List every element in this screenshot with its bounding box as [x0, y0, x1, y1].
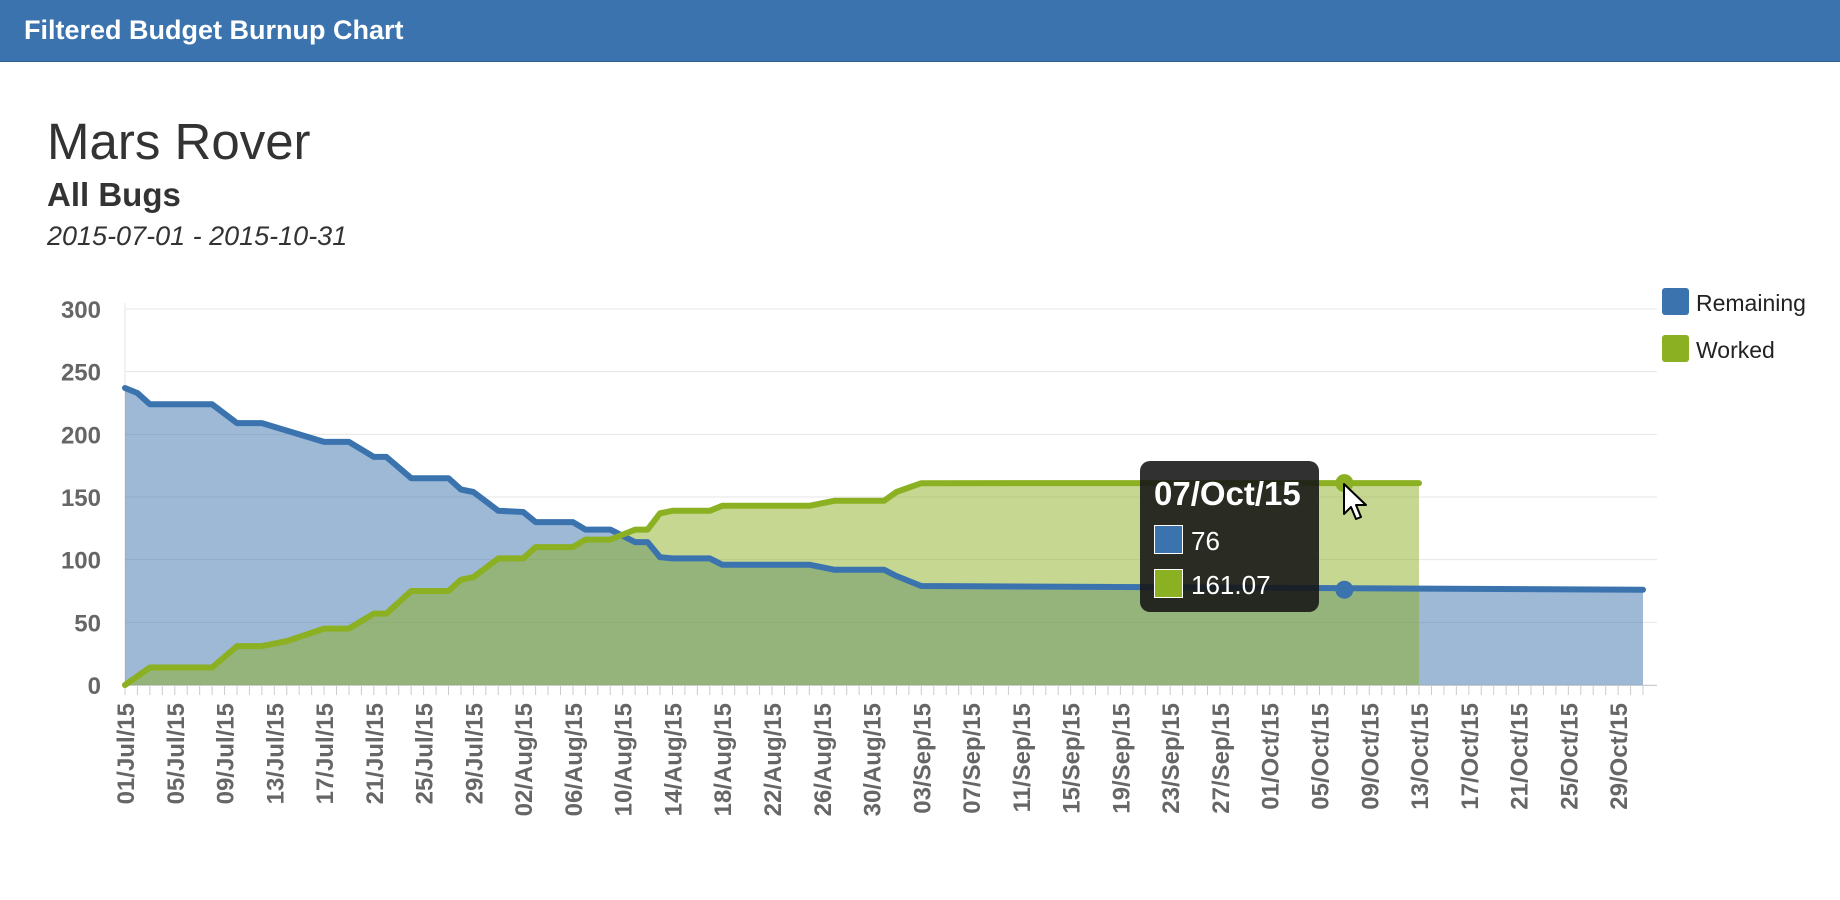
y-tick-label: 200 — [61, 422, 101, 449]
x-tick-label: 30/Aug/15 — [860, 703, 887, 816]
x-tick-label: 05/Jul/15 — [163, 703, 190, 804]
remaining-hover-point — [1335, 580, 1354, 599]
tooltip-swatch-worked — [1154, 569, 1183, 598]
y-tick-label: 300 — [61, 297, 101, 324]
worked-area — [125, 483, 1419, 685]
x-tick-label: 14/Aug/15 — [660, 703, 687, 816]
x-tick-label: 26/Aug/15 — [810, 703, 837, 816]
x-tick-label: 03/Sep/15 — [909, 703, 936, 814]
remaining-line — [122, 385, 1646, 593]
y-tick-label: 150 — [61, 485, 101, 512]
chart-date-range: 2015-07-01 - 2015-10-31 — [47, 221, 348, 251]
x-tick-label: 01/Jul/15 — [113, 703, 140, 804]
x-tick-label: 11/Sep/15 — [1009, 703, 1036, 812]
x-tick-label: 19/Sep/15 — [1108, 703, 1135, 814]
legend-label-remaining: Remaining — [1696, 290, 1806, 316]
header-title: Filtered Budget Burnup Chart — [24, 15, 404, 45]
y-tick-label: 50 — [74, 610, 101, 637]
mouse-cursor-icon — [1343, 483, 1367, 520]
x-tick-label: 17/Oct/15 — [1457, 703, 1484, 810]
x-tick-label: 01/Oct/15 — [1258, 703, 1285, 810]
x-tick-label: 06/Aug/15 — [561, 703, 588, 816]
x-tick-label: 10/Aug/15 — [611, 703, 638, 816]
x-tick-label: 22/Aug/15 — [760, 703, 787, 816]
x-tick-label: 15/Sep/15 — [1059, 703, 1086, 814]
x-tick-label: 18/Aug/15 — [710, 703, 737, 816]
legend-swatch-remaining — [1662, 288, 1689, 315]
tooltip: 07/Oct/15 76 161.07 — [1140, 461, 1319, 612]
legend-swatch-worked — [1662, 335, 1689, 362]
x-tick-label: 29/Oct/15 — [1606, 703, 1633, 810]
tooltip-value-remaining: 76 — [1191, 526, 1220, 556]
x-tick-label: 21/Jul/15 — [362, 703, 389, 804]
y-tick-label: 250 — [61, 360, 101, 387]
x-tick-label: 21/Oct/15 — [1507, 703, 1534, 810]
x-tick-label: 09/Oct/15 — [1357, 703, 1384, 810]
x-tick-label: 09/Jul/15 — [213, 703, 240, 804]
worked-line — [122, 480, 1422, 688]
legend-label-worked: Worked — [1696, 337, 1775, 363]
x-tick-label: 23/Sep/15 — [1158, 703, 1185, 814]
y-tick-label: 100 — [61, 548, 101, 575]
y-tick-label: 0 — [88, 673, 101, 700]
x-tick-label: 25/Jul/15 — [412, 703, 439, 804]
x-tick-label: 02/Aug/15 — [511, 703, 538, 816]
tooltip-date: 07/Oct/15 — [1154, 475, 1301, 512]
x-tick-label: 13/Oct/15 — [1407, 703, 1434, 810]
tooltip-value-worked: 161.07 — [1191, 570, 1271, 600]
chart-subtitle: All Bugs — [47, 176, 181, 213]
x-tick-label: 25/Oct/15 — [1556, 703, 1583, 810]
tooltip-swatch-remaining — [1154, 525, 1183, 554]
x-tick-label: 07/Sep/15 — [959, 703, 986, 814]
x-tick-label: 27/Sep/15 — [1208, 703, 1235, 814]
header-bar: Filtered Budget Burnup Chart — [0, 0, 1840, 62]
x-tick-label: 05/Oct/15 — [1307, 703, 1334, 810]
x-tick-label: 17/Jul/15 — [312, 703, 339, 804]
x-tick-label: 13/Jul/15 — [262, 703, 289, 804]
x-tick-label: 29/Jul/15 — [461, 703, 488, 804]
chart-title: Mars Rover — [47, 113, 311, 170]
